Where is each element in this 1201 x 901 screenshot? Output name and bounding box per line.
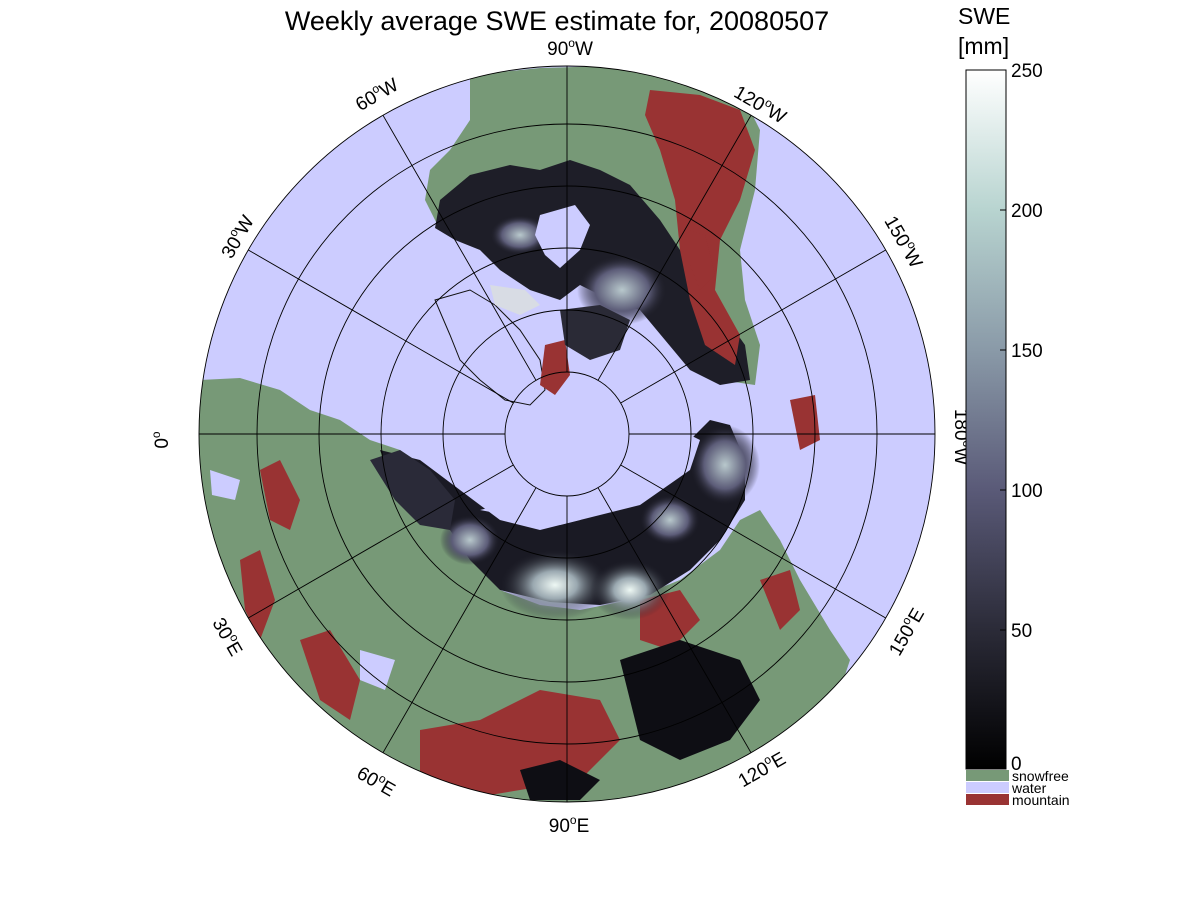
legend-swatch-water [966, 782, 1009, 793]
hudson-bay [535, 205, 590, 268]
mountains-rockies [645, 90, 755, 365]
meridian-line [620, 464, 886, 619]
legend-label-snowfree: snowfree [1012, 768, 1069, 784]
lon-label-90e: 90oE [549, 813, 590, 837]
lon-label-60e: 60oE [353, 760, 400, 801]
meridian-line [382, 487, 537, 753]
lon-label-0: 0o [149, 431, 173, 449]
snow-tibet [620, 640, 760, 760]
lon-label-150e: 150oE [883, 603, 929, 659]
snow-hotspot-yakutia [690, 425, 760, 505]
mountains-europe [260, 460, 300, 530]
colorbar-tick-label: 200 [1011, 201, 1043, 222]
colorbar-scale [965, 69, 1007, 770]
colorbar-title: SWE [958, 3, 1010, 29]
meridian-line [248, 249, 514, 404]
polar-map [199, 66, 935, 802]
colorbar: SWE [mm] 0 50 100 150 200 250 [958, 3, 1043, 775]
category-legend: snowfree water mountain [966, 768, 1070, 808]
lon-label-30e: 30oE [208, 613, 249, 660]
meridian-line [597, 487, 752, 753]
meridian-line [597, 115, 752, 381]
meridian-lines [199, 66, 935, 802]
colorbar-tick-label: 50 [1011, 621, 1032, 642]
snow-hotspot-siberia-east [590, 560, 670, 620]
colorbar-tick-label: 0 [1011, 754, 1022, 775]
legend-swatch-mountain [966, 794, 1009, 805]
legend-swatch-snowfree [966, 770, 1009, 781]
graticule [198, 65, 936, 803]
legend-label-water: water [1011, 780, 1047, 796]
meridian-line [620, 249, 886, 404]
colorbar-unit: [mm] [958, 33, 1009, 59]
mountains-greenland [540, 340, 570, 395]
legend-label-mountain: mountain [1012, 792, 1070, 808]
colorbar-tick-label: 150 [1011, 341, 1043, 362]
snow-hotspot-siberia-west [500, 550, 610, 620]
meridian-line [382, 115, 537, 381]
colorbar-tick-label: 100 [1011, 481, 1043, 502]
meridian-line [248, 464, 514, 619]
colorbar-tick-label: 250 [1011, 61, 1043, 82]
colorbar-ticks [1000, 69, 1006, 770]
lon-label-90w: 90oW [547, 36, 593, 60]
snow-scandinavia [370, 450, 455, 530]
map-title: Weekly average SWE estimate for, 2008050… [285, 6, 829, 36]
